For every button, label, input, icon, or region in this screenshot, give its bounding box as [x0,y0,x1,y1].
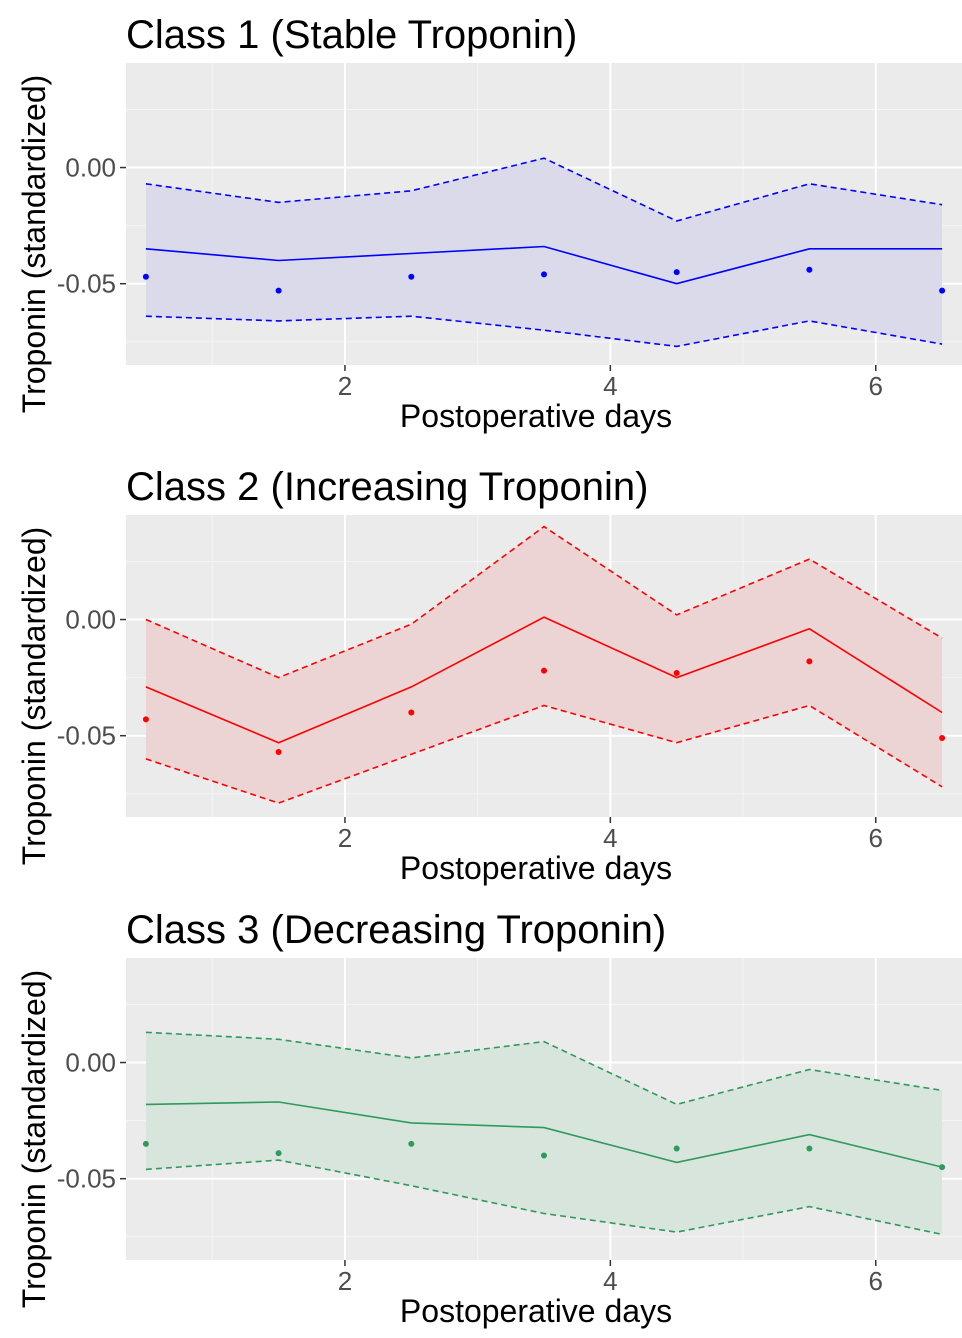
x-tick-label: 2 [338,1266,352,1296]
observed-point [806,658,813,665]
observed-point [275,1150,282,1157]
observed-point [541,271,547,278]
observed-point [275,287,282,294]
mean-trajectory-line [145,1101,943,1168]
lower-bound-line [145,1159,943,1236]
observed-point [541,1152,547,1159]
observed-point [541,667,547,674]
x-tick-label: 4 [603,371,617,401]
observed-point [806,1145,813,1152]
mean-trajectory-line [145,245,943,285]
chart-panel-3: Class 3 (Decreasing Troponin) 2 4 6 0.00 -0.0… [16,908,962,1329]
chart-title: Class 3 (Decreasing Troponin) [126,908,666,952]
observed-point [408,709,415,716]
confidence-band [145,1032,943,1235]
observed-point [142,716,149,723]
lower-bound-line [145,315,943,348]
observed-point [673,669,680,676]
y-tick-label: 0.00 [65,153,116,183]
observed-point [939,1164,946,1171]
observed-point [275,748,282,755]
mean-trajectory-line [145,616,943,744]
observed-point [939,735,946,742]
observed-point [673,269,680,276]
x-axis-title: Postoperative days [400,398,672,434]
upper-bound-line [145,157,943,222]
y-tick-label: -0.05 [57,721,116,751]
observed-point [142,1140,149,1147]
chart-title: Class 2 (Increasing Troponin) [126,465,648,509]
y-tick-label: 0.00 [65,605,116,635]
y-axis-title: Troponin (standardized) [16,527,52,866]
observed-point [142,273,149,280]
y-tick-label: -0.05 [57,269,116,299]
x-tick-label: 4 [603,1266,617,1296]
x-tick-label: 2 [338,823,352,853]
upper-bound-line [145,525,943,679]
x-tick-label: 2 [338,371,352,401]
observed-point [408,1140,415,1147]
y-tick-label: -0.05 [57,1164,116,1194]
upper-bound-line [145,1031,943,1106]
observed-point [408,273,415,280]
x-tick-label: 4 [603,823,617,853]
x-tick-label: 6 [869,371,883,401]
x-axis-title: Postoperative days [400,1293,672,1329]
confidence-band [145,158,943,347]
observed-point [673,1145,680,1152]
chart-title: Class 1 (Stable Troponin) [126,13,577,57]
y-axis-title: Troponin (standardized) [16,970,52,1309]
x-axis-title: Postoperative days [400,850,672,886]
observed-point [806,266,813,273]
observed-point [939,287,946,294]
y-axis-title: Troponin (standardized) [16,75,52,414]
x-tick-label: 6 [869,823,883,853]
y-tick-label: 0.00 [65,1048,116,1078]
chart-panel-2: Class 2 (Increasing Troponin) 2 4 6 0.00 -0.0… [16,465,962,886]
lower-bound-line [145,704,943,804]
confidence-band [145,526,943,804]
x-tick-label: 6 [869,1266,883,1296]
chart-panel-1: Class 1 (Stable Troponin) 2 4 6 0.00 -0.05 Pos… [16,13,962,434]
